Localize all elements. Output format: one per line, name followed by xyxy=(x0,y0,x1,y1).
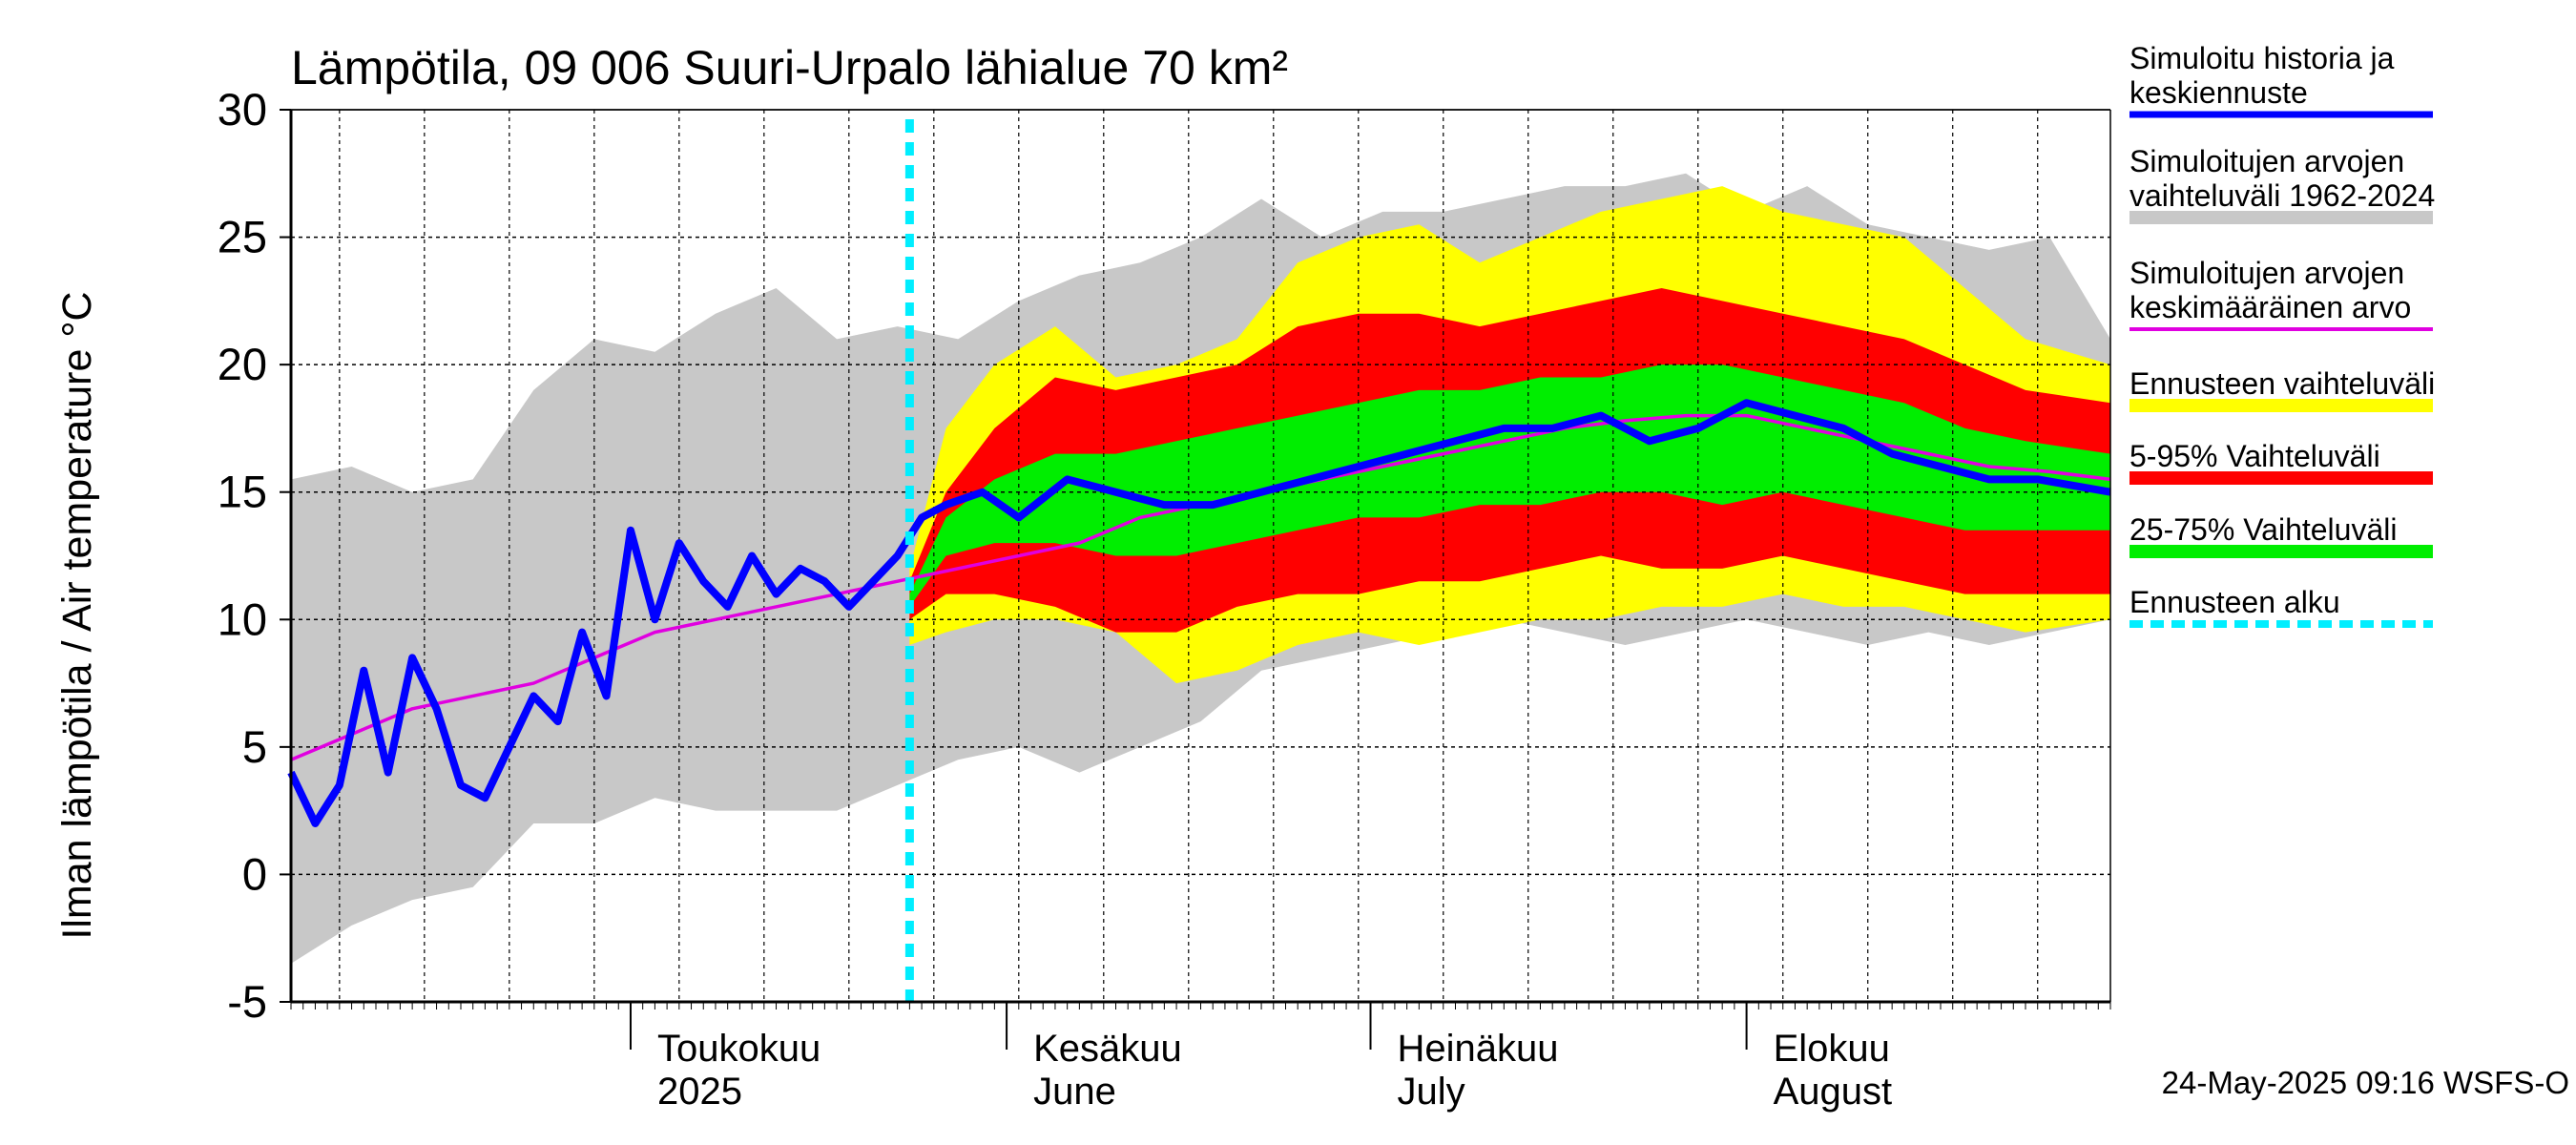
y-tick-label: 10 xyxy=(218,593,267,644)
month-label: Elokuu xyxy=(1774,1028,1890,1070)
legend-label: Simuloitujen arvojen xyxy=(2129,256,2404,290)
y-tick-label: 15 xyxy=(218,467,267,517)
month-sublabel: August xyxy=(1774,1071,1893,1113)
y-tick-label: 30 xyxy=(218,84,267,135)
y-tick-label: 20 xyxy=(218,339,267,389)
legend-label: 5-95% Vaihteluväli xyxy=(2129,439,2380,473)
legend-label: Ennusteen alku xyxy=(2129,585,2340,619)
month-label: Toukokuu xyxy=(657,1028,821,1070)
band-4 xyxy=(909,364,2110,607)
chart-title: Lämpötila, 09 006 Suuri-Urpalo lähialue … xyxy=(291,41,1288,94)
y-tick-label: -5 xyxy=(227,976,267,1027)
month-label: Kesäkuu xyxy=(1033,1028,1182,1070)
y-tick-label: 5 xyxy=(242,721,267,772)
y-tick-label: 0 xyxy=(242,848,267,899)
y-axis-label: Ilman lämpötila / Air temperature °C xyxy=(54,291,100,939)
y-tick-label: 25 xyxy=(218,212,267,262)
legend-label: keskimääräinen arvo xyxy=(2129,290,2411,324)
month-sublabel: 2025 xyxy=(657,1071,742,1113)
plot-area: -5051015202530Toukokuu2025KesäkuuJuneHei… xyxy=(218,84,2111,1113)
legend-label: 25-75% Vaihteluväli xyxy=(2129,512,2397,547)
legend-label: Simuloitujen arvojen xyxy=(2129,144,2404,178)
legend-label: vaihteluväli 1962-2024 xyxy=(2129,178,2435,213)
month-sublabel: July xyxy=(1397,1071,1465,1113)
timestamp: 24-May-2025 09:16 WSFS-O xyxy=(2162,1065,2569,1100)
month-sublabel: June xyxy=(1033,1071,1116,1113)
legend-label: keskiennuste xyxy=(2129,75,2308,110)
legend-label: Simuloitu historia ja xyxy=(2129,41,2395,75)
legend-label: Ennusteen vaihteluväli xyxy=(2129,366,2435,401)
month-label: Heinäkuu xyxy=(1397,1028,1558,1070)
